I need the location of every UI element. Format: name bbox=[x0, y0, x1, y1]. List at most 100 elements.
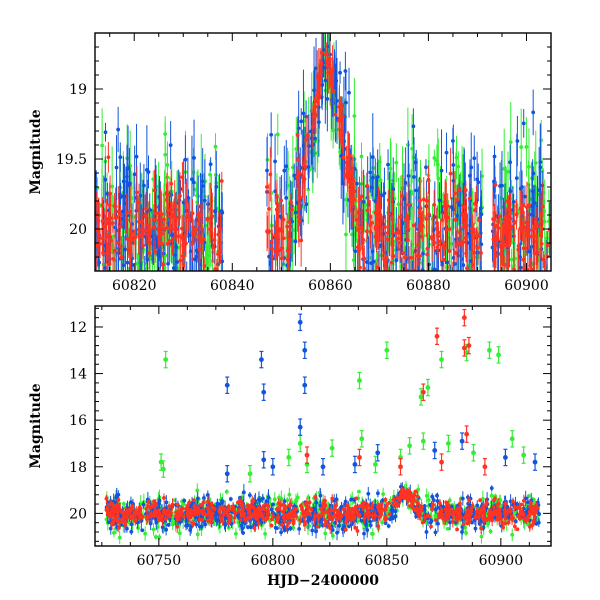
top-panel-ticks: 60820 60840 60860 60880 60900 19 19.5 20 bbox=[56, 32, 552, 294]
bottom-data-point bbox=[370, 531, 375, 536]
top-data-point bbox=[205, 281, 209, 285]
bottom-data-point bbox=[335, 530, 339, 535]
top-data-point bbox=[116, 209, 121, 214]
top-data-point bbox=[525, 205, 529, 210]
top-data-point bbox=[405, 142, 410, 147]
top-data-point bbox=[467, 283, 471, 287]
top-data-point bbox=[111, 256, 115, 261]
top-data-point bbox=[200, 226, 205, 231]
top-data-point bbox=[504, 216, 509, 221]
top-data-point bbox=[514, 212, 519, 217]
top-data-point bbox=[432, 267, 437, 271]
top-data-point bbox=[170, 214, 175, 219]
top-data-point bbox=[165, 241, 170, 246]
top-data-point bbox=[216, 232, 221, 237]
top-data-point bbox=[293, 210, 298, 215]
top-data-point bbox=[108, 238, 113, 243]
top-data-point bbox=[544, 236, 549, 241]
top-data-point bbox=[290, 207, 294, 212]
bottom-data-point bbox=[121, 502, 126, 506]
top-data-point bbox=[375, 282, 379, 286]
bottom-data-point bbox=[170, 520, 175, 525]
top-data-point bbox=[181, 262, 186, 267]
top-data-point bbox=[406, 174, 411, 178]
top-data-point bbox=[505, 307, 509, 311]
top-data-point bbox=[417, 254, 422, 258]
top-data-point bbox=[375, 265, 380, 270]
top-data-point bbox=[156, 227, 161, 231]
top-data-point bbox=[278, 227, 282, 231]
top-data-point bbox=[447, 227, 452, 232]
top-data-point bbox=[462, 205, 467, 209]
top-data-point bbox=[429, 272, 433, 276]
top-data-point bbox=[361, 199, 366, 204]
top-data-point bbox=[454, 155, 459, 160]
top-data-point bbox=[354, 276, 358, 280]
top-data-point bbox=[445, 260, 450, 265]
top-data-point bbox=[164, 191, 169, 196]
top-data-point bbox=[389, 260, 394, 265]
top-data-point bbox=[543, 273, 547, 277]
top-data-point bbox=[382, 308, 386, 312]
top-data-point bbox=[515, 139, 520, 143]
top-data-point bbox=[367, 286, 371, 290]
top-data-point bbox=[467, 231, 471, 236]
bottom-data-point bbox=[424, 493, 429, 498]
top-data-point bbox=[187, 299, 191, 303]
top-data-point bbox=[125, 260, 130, 265]
top-data-point bbox=[183, 331, 187, 335]
top-y-tick-label: 20 bbox=[69, 222, 87, 238]
top-data-point bbox=[115, 240, 120, 245]
top-y-tick-label: 19.5 bbox=[56, 152, 87, 168]
bottom-data-point bbox=[241, 490, 246, 495]
top-data-point bbox=[519, 145, 524, 150]
top-data-point bbox=[331, 89, 336, 93]
top-data-point bbox=[380, 236, 385, 241]
top-data-point bbox=[329, 83, 334, 88]
bottom-panel-data-points bbox=[104, 308, 541, 545]
top-data-point bbox=[285, 288, 289, 292]
top-data-point bbox=[142, 296, 146, 300]
bottom-data-point bbox=[129, 522, 134, 527]
top-data-point bbox=[509, 257, 514, 262]
top-data-point bbox=[448, 171, 453, 176]
top-data-point bbox=[421, 197, 426, 202]
top-data-point bbox=[508, 140, 513, 144]
top-data-point bbox=[299, 119, 304, 124]
top-data-point bbox=[398, 240, 403, 245]
top-data-point bbox=[498, 252, 503, 256]
top-data-point bbox=[100, 143, 105, 148]
top-data-point bbox=[461, 240, 466, 244]
top-data-point bbox=[427, 212, 431, 217]
top-data-point bbox=[100, 203, 105, 208]
top-data-point bbox=[198, 213, 202, 218]
bottom-data-point bbox=[195, 532, 200, 537]
top-data-point bbox=[103, 130, 108, 135]
top-data-point bbox=[134, 190, 139, 195]
top-data-point bbox=[411, 223, 416, 228]
bottom-data-point bbox=[386, 524, 391, 528]
top-data-point bbox=[94, 272, 98, 276]
top-data-point bbox=[440, 272, 444, 276]
top-data-point bbox=[265, 229, 269, 234]
top-data-point bbox=[436, 176, 441, 181]
top-data-point bbox=[106, 155, 111, 160]
top-data-point bbox=[410, 146, 415, 151]
top-data-point bbox=[400, 221, 405, 225]
top-data-point bbox=[491, 217, 495, 221]
top-data-point bbox=[142, 183, 146, 188]
bottom-data-point bbox=[160, 525, 165, 530]
top-data-point bbox=[352, 271, 356, 275]
top-data-point bbox=[190, 211, 195, 216]
top-data-point bbox=[479, 251, 483, 255]
top-data-point bbox=[377, 278, 381, 282]
top-data-point bbox=[315, 151, 320, 156]
top-data-point bbox=[436, 242, 441, 247]
top-data-point bbox=[441, 257, 446, 262]
top-data-point bbox=[374, 278, 378, 282]
top-data-point bbox=[288, 224, 292, 229]
top-data-point bbox=[400, 194, 404, 199]
top-data-point bbox=[124, 211, 129, 216]
top-data-point bbox=[295, 157, 300, 162]
top-data-point bbox=[520, 185, 524, 189]
